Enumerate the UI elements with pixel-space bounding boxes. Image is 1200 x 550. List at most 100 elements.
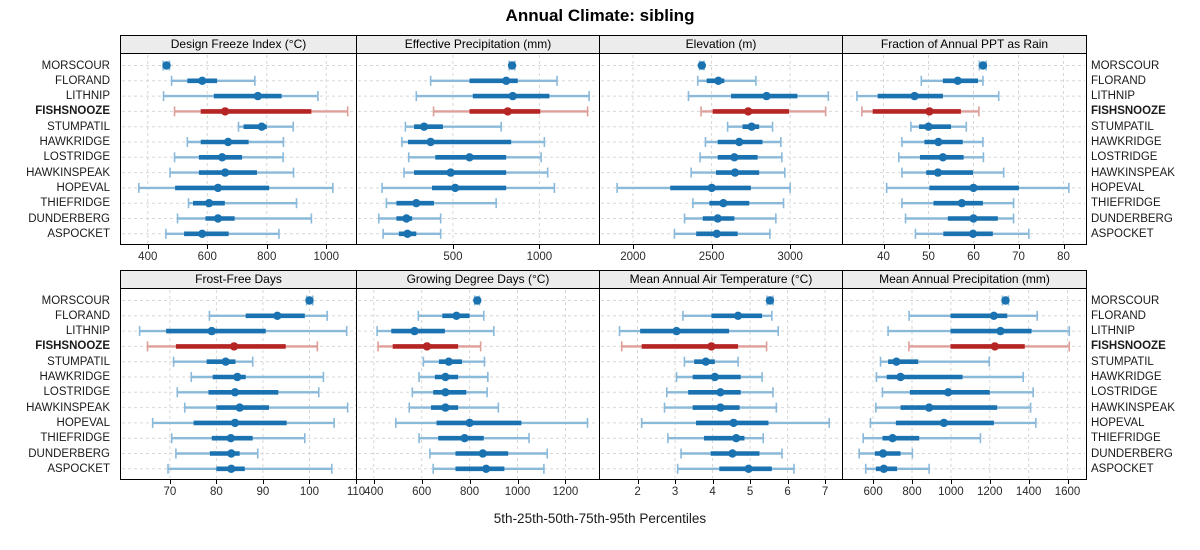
- percentile-row: [683, 213, 777, 224]
- axis-tick: [266, 245, 268, 249]
- median-dot: [712, 229, 721, 238]
- percentile-row: [869, 417, 1037, 428]
- percentile-row: [862, 433, 982, 444]
- median-dot: [990, 342, 1000, 351]
- station-label: STUMPATIL: [47, 120, 110, 133]
- axis-tick: [873, 480, 875, 484]
- axis-tick: [1018, 245, 1020, 249]
- median-dot: [747, 122, 756, 131]
- station-label: LOSTRIDGE: [1091, 386, 1158, 399]
- median-dot: [422, 342, 432, 351]
- axis-tick-label: 110: [346, 486, 366, 498]
- axis-tick-label: 800: [902, 486, 922, 498]
- axis-tick-label: 7: [821, 486, 829, 498]
- median-dot: [213, 183, 223, 193]
- median-dot: [410, 326, 419, 336]
- median-dot: [508, 91, 517, 101]
- median-dot: [221, 357, 230, 366]
- median-dot: [412, 199, 421, 208]
- station-label: HOPEVAL: [1091, 416, 1145, 429]
- axis-tick-label: 60: [967, 251, 980, 263]
- percentile-row: [415, 91, 590, 102]
- median-dot: [473, 296, 482, 305]
- percentile-row: [237, 121, 295, 132]
- median-dot: [1001, 296, 1010, 305]
- axis-tick: [452, 245, 454, 249]
- axis-tick-label: 50: [922, 251, 935, 263]
- percentile-row: [376, 326, 495, 337]
- median-dot: [233, 372, 242, 382]
- percentile-row: [901, 167, 1005, 178]
- axis-tick-label: 1200: [976, 486, 1003, 498]
- axis-tick: [421, 480, 423, 484]
- station-label: LITHNIP: [65, 325, 110, 338]
- axis-tick: [787, 480, 789, 484]
- percentile-row: [404, 121, 502, 132]
- station-label: ASPOCKET: [47, 227, 110, 240]
- percentile-row: [377, 341, 482, 352]
- median-dot: [957, 199, 966, 208]
- axis-tick-label: 800: [460, 486, 480, 498]
- percentile-row: [418, 433, 530, 444]
- median-dot: [198, 76, 207, 85]
- axis-tick-label: 1000: [504, 486, 531, 498]
- percentile-row: [858, 448, 914, 459]
- median-dot: [697, 61, 707, 70]
- percentile-row: [382, 228, 442, 239]
- median-dot: [924, 403, 934, 412]
- axis-tick-label: 2500: [698, 251, 725, 263]
- station-labels-right: MORSCOUR FLORAND LITHNIP FISHSNOOZE STUMPATI…: [1091, 0, 1199, 550]
- station-label: THIEFRIDGE: [1091, 197, 1161, 210]
- station-label: ASPOCKET: [47, 462, 110, 475]
- percentile-row: [618, 326, 780, 337]
- axis-tick: [147, 245, 149, 249]
- axis-tick-label: 600: [412, 486, 432, 498]
- median-dot: [501, 76, 511, 85]
- station-label: LITHNIP: [1091, 325, 1136, 338]
- panel-strip-title: Growing Degree Days (°C): [356, 270, 600, 289]
- panel-strip-title: Mean Annual Precipitation (mm): [842, 270, 1087, 289]
- percentile-row: [1001, 295, 1010, 306]
- percentile-row: [901, 137, 984, 147]
- median-dot: [229, 342, 239, 351]
- axis-tick: [750, 480, 752, 484]
- station-label: HAWKRIDGE: [1091, 371, 1162, 383]
- median-dot: [896, 372, 905, 382]
- axis-tick: [309, 480, 311, 484]
- panel-plot: [356, 53, 600, 245]
- percentile-row: [676, 463, 795, 474]
- axis-tick-label: 80: [1057, 251, 1070, 263]
- percentile-row: [704, 137, 782, 147]
- axis-tick: [790, 245, 792, 249]
- axis-tick-label: 100: [299, 486, 320, 498]
- caption: 5th-25th-50th-75th-95th Percentiles: [493, 511, 707, 526]
- percentile-row: [690, 167, 786, 178]
- median-dot: [996, 326, 1005, 336]
- panel-plot: [599, 53, 843, 245]
- axis-tick-label: 3000: [777, 251, 803, 263]
- percentile-row: [408, 402, 500, 413]
- station-label: LOSTRIDGE: [43, 151, 110, 164]
- percentile-row: [418, 372, 489, 382]
- station-label: HAWKRIDGE: [1091, 136, 1162, 148]
- station-label: HAWKRIDGE: [39, 136, 111, 148]
- median-dot: [735, 137, 744, 147]
- percentile-row: [162, 60, 171, 71]
- percentile-row: [162, 91, 319, 102]
- axis-tick-label: 4: [709, 486, 716, 498]
- station-label: THIEFRIDGE: [40, 432, 110, 445]
- axis-tick-label: 80: [209, 486, 223, 498]
- median-dot: [217, 153, 227, 162]
- percentile-row: [170, 75, 256, 86]
- percentile-row: [875, 402, 1032, 413]
- median-dot: [924, 122, 933, 131]
- median-dot: [953, 76, 962, 85]
- station-label: LITHNIP: [1091, 90, 1136, 103]
- station-label: MORSCOUR: [1091, 294, 1160, 307]
- percentile-row: [407, 152, 542, 163]
- axis-tick: [469, 480, 471, 484]
- axis-tick-label: 400: [364, 486, 384, 498]
- median-dot: [460, 434, 469, 443]
- station-label: THIEFRIDGE: [40, 197, 110, 210]
- axis-tick-label: 2: [634, 486, 641, 498]
